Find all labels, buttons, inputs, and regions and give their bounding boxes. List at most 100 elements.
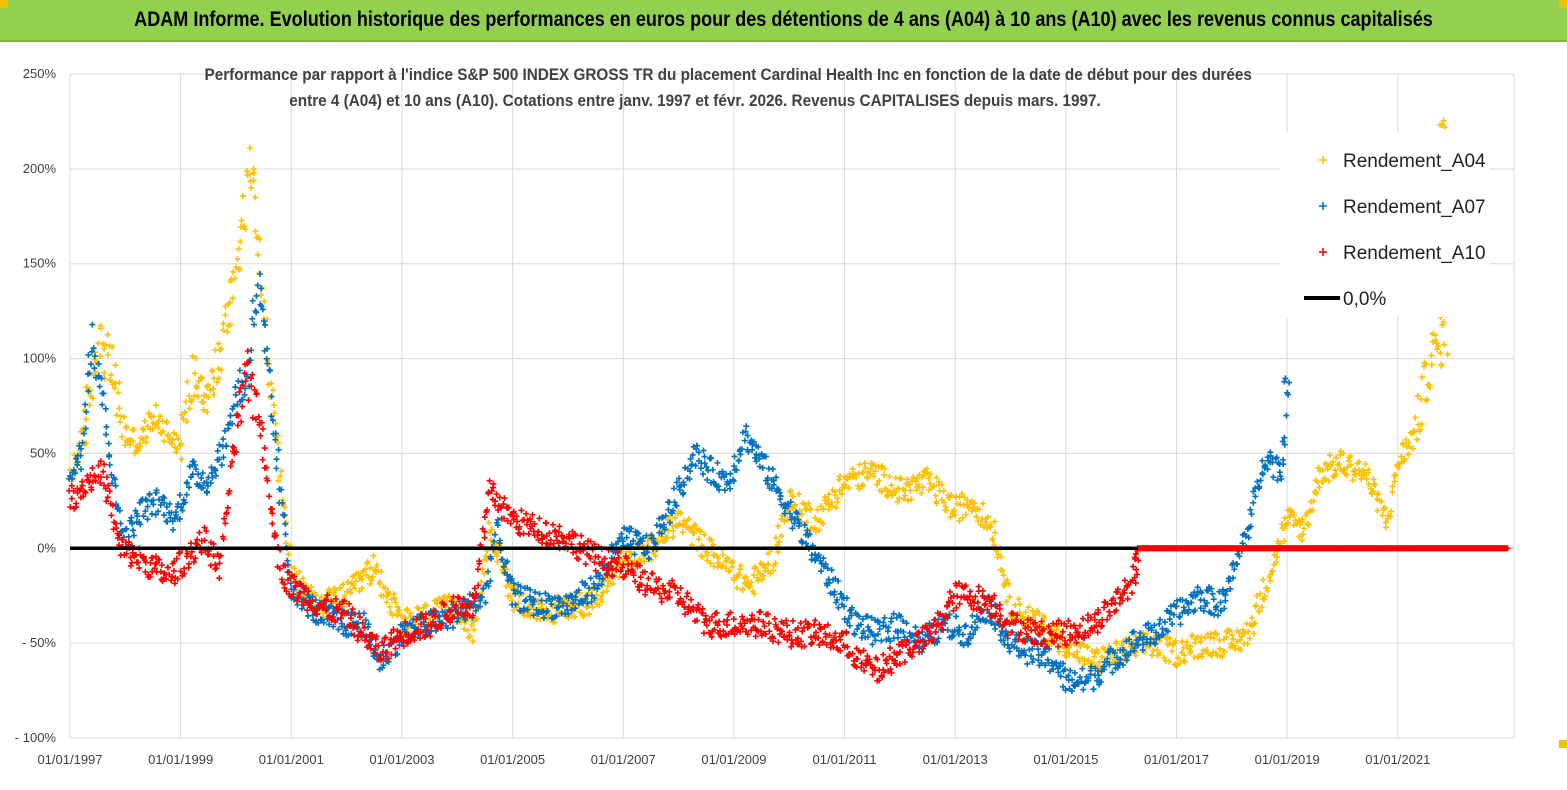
data-point-a04 [1157,650,1164,657]
data-point-a07 [74,458,81,465]
data-point-a04 [352,578,359,585]
data-point-a04 [169,436,176,443]
data-point-a07 [204,482,211,489]
data-point-a07 [72,470,79,477]
data-point-a04 [1296,533,1303,540]
data-point-a04 [370,552,377,559]
data-point-a04 [870,473,877,480]
data-point-a07 [102,431,109,438]
data-point-a10 [700,630,707,637]
data-point-a10 [543,520,550,527]
data-point-a04 [102,341,109,348]
data-point-a04 [1189,632,1196,639]
data-point-a04 [825,506,832,513]
data-point-a04 [894,499,901,506]
data-point-a04 [337,585,344,592]
data-point-a04 [131,450,138,457]
data-point-a04 [97,322,104,329]
data-point-a04 [242,226,249,233]
data-point-a10 [193,540,200,547]
data-point-a04 [942,504,949,511]
data-point-a04 [231,275,238,282]
data-point-a10 [207,562,214,569]
data-point-a04 [842,482,849,489]
data-point-a04 [1002,579,1009,586]
data-point-a04 [1418,421,1425,428]
data-point-a04 [197,374,204,381]
data-point-a07 [1209,590,1216,597]
data-point-a07 [315,619,322,626]
data-point-a07 [895,634,902,641]
data-point-a04 [389,612,396,619]
data-point-a04 [164,418,171,425]
data-point-a07 [731,453,738,460]
data-point-a04 [900,495,907,502]
data-point-a04 [889,492,896,499]
data-point-a04 [1253,602,1260,609]
data-point-a04 [902,487,909,494]
data-point-a07 [287,580,294,587]
data-point-a04 [1326,452,1333,459]
data-point-a04 [195,393,202,400]
data-point-a07 [123,525,130,532]
data-point-a07 [134,513,141,520]
data-point-a10 [244,348,251,355]
data-point-a10 [249,371,256,378]
data-point-a04 [1074,654,1081,661]
data-point-a04 [577,609,584,616]
data-point-a10 [347,615,354,622]
data-point-a07 [130,532,137,539]
data-point-a04 [677,510,684,517]
data-point-a04 [1080,641,1087,648]
data-point-a04 [1281,525,1288,532]
data-point-a04 [1246,635,1253,642]
data-point-a04 [551,619,558,626]
data-point-a07 [273,456,280,463]
data-point-a07 [99,401,106,408]
data-point-a10 [216,575,223,582]
data-point-a07 [260,318,267,325]
data-point-a04 [254,251,261,258]
data-point-a07 [692,462,699,469]
data-point-a04 [1349,477,1356,484]
data-point-a04 [104,331,111,338]
data-point-a04 [1081,656,1088,663]
data-point-a04 [834,495,841,502]
y-tick-label: - 50% [22,635,56,650]
data-point-a04 [218,346,225,353]
data-point-a04 [747,583,754,590]
data-point-a07 [91,365,98,372]
data-point-a10 [100,468,107,475]
data-point-a04 [933,474,940,481]
data-point-a10 [212,566,219,573]
data-point-a04 [767,570,774,577]
x-tick-label: 01/01/2011 [813,752,877,767]
data-point-a04 [362,566,369,573]
data-point-a04 [1365,469,1372,476]
data-point-a04 [1001,583,1008,590]
data-point-a04 [355,570,362,577]
data-point-a04 [1392,472,1399,479]
data-point-a04 [1299,518,1306,525]
data-point-a07 [992,625,999,632]
data-series [66,117,1511,695]
data-point-a04 [905,497,912,504]
data-point-a07 [79,439,86,446]
data-point-a07 [113,501,120,508]
data-point-a07 [1270,474,1277,481]
data-point-a10 [861,667,868,674]
data-point-a04 [364,558,371,565]
data-point-a04 [589,604,596,611]
data-point-a04 [707,560,714,567]
data-point-a04 [1387,513,1394,520]
data-point-a04 [224,328,231,335]
data-point-a07 [190,458,197,465]
data-point-a10 [979,587,986,594]
data-point-a04 [510,607,517,614]
data-point-a04 [350,582,357,589]
data-point-a04 [1273,559,1280,565]
data-point-a04 [940,488,947,494]
data-point-a04 [285,551,292,558]
data-point-a07 [98,375,105,382]
